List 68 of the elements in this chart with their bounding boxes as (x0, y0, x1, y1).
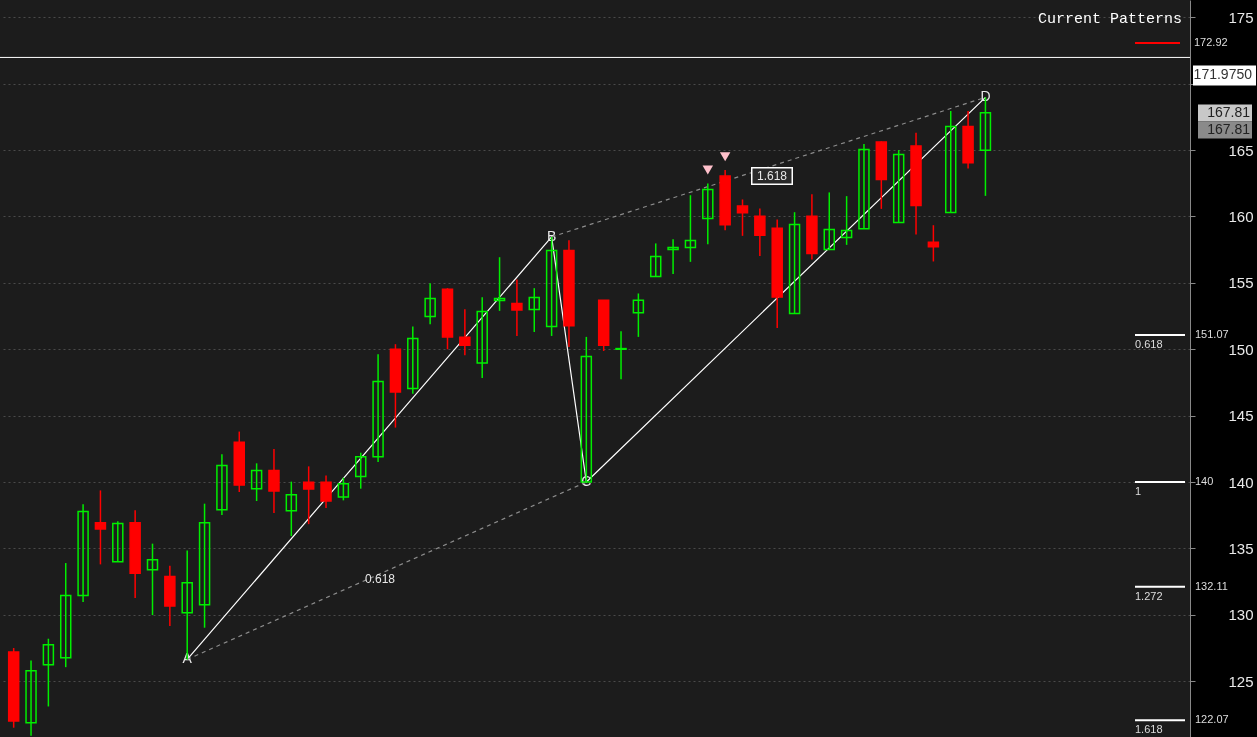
text: 167.81 (1207, 121, 1251, 137)
candlestick (823, 191, 836, 251)
candlestick (858, 143, 870, 230)
candlestick (649, 242, 662, 278)
text: 172.92 (1194, 36, 1228, 48)
candlestick (112, 520, 124, 563)
candlestick (216, 453, 228, 516)
annotation: 1.272 (1135, 589, 1163, 602)
candlestick (528, 287, 541, 333)
candlestick (493, 256, 506, 312)
ref-line-label: 171.9750 (1193, 66, 1253, 83)
candlestick (146, 542, 159, 616)
candlestick (702, 182, 714, 245)
y-tick-label: 135 (1228, 539, 1254, 557)
candlestick (285, 480, 298, 537)
y-tick-label: 175 (1228, 8, 1254, 26)
candlestick (459, 308, 471, 356)
candlestick (407, 325, 419, 395)
y-tick-label: 125 (1228, 672, 1254, 690)
annotation: 1.618 (1135, 723, 1163, 736)
annotation: 0.618 (364, 572, 396, 586)
candlestick (476, 296, 488, 379)
candlestick (788, 211, 801, 315)
ref-line-label: 122.07 (1195, 713, 1229, 726)
y-tick-label: 145 (1228, 407, 1254, 425)
annotation: 1 (1135, 485, 1142, 498)
y-tick-label: 155 (1228, 274, 1254, 292)
candlestick (94, 489, 107, 566)
candlestick (320, 474, 332, 509)
candlestick (59, 562, 72, 668)
data-label: C (581, 473, 592, 490)
ref-line-label: 140 (1195, 475, 1214, 488)
candlestick (892, 149, 905, 224)
candlestick (840, 195, 853, 246)
candlestick (927, 224, 940, 263)
y-tick-label: 140 (1228, 473, 1254, 491)
candlestick (424, 282, 436, 326)
candlestick (632, 292, 645, 338)
y-tick-label: 165 (1228, 141, 1254, 159)
annotation: Current Patterns (1037, 11, 1182, 28)
candlestick (736, 198, 749, 237)
candlestick (615, 330, 627, 381)
candlestick (372, 353, 384, 463)
candlestick (42, 637, 55, 708)
candlestick (181, 549, 193, 661)
candlestick (684, 194, 697, 263)
y-tick-label: 130 (1228, 606, 1254, 624)
annotation: 0.618 (1135, 338, 1163, 351)
annotation: 1.618 (756, 169, 788, 183)
candlestick (354, 451, 367, 490)
candlestick (25, 659, 37, 737)
candlestick (268, 448, 280, 514)
candlestick (944, 110, 957, 214)
candlestick (754, 207, 766, 257)
y-tick-label: 160 (1228, 207, 1254, 225)
candlestick (511, 278, 523, 337)
candlestick (250, 462, 263, 502)
candlestick (302, 465, 315, 525)
candlestick (667, 238, 679, 275)
text: 167.81 (1207, 104, 1251, 120)
candlestick (198, 502, 211, 629)
data-label: B (546, 227, 557, 244)
y-tick-label: 150 (1228, 340, 1254, 358)
ref-line-label: 132.11 (1195, 579, 1228, 592)
candlestick (337, 476, 350, 502)
data-label: A (182, 650, 193, 667)
ref-line-label: 151.07 (1195, 328, 1229, 341)
candlestick (77, 503, 89, 603)
